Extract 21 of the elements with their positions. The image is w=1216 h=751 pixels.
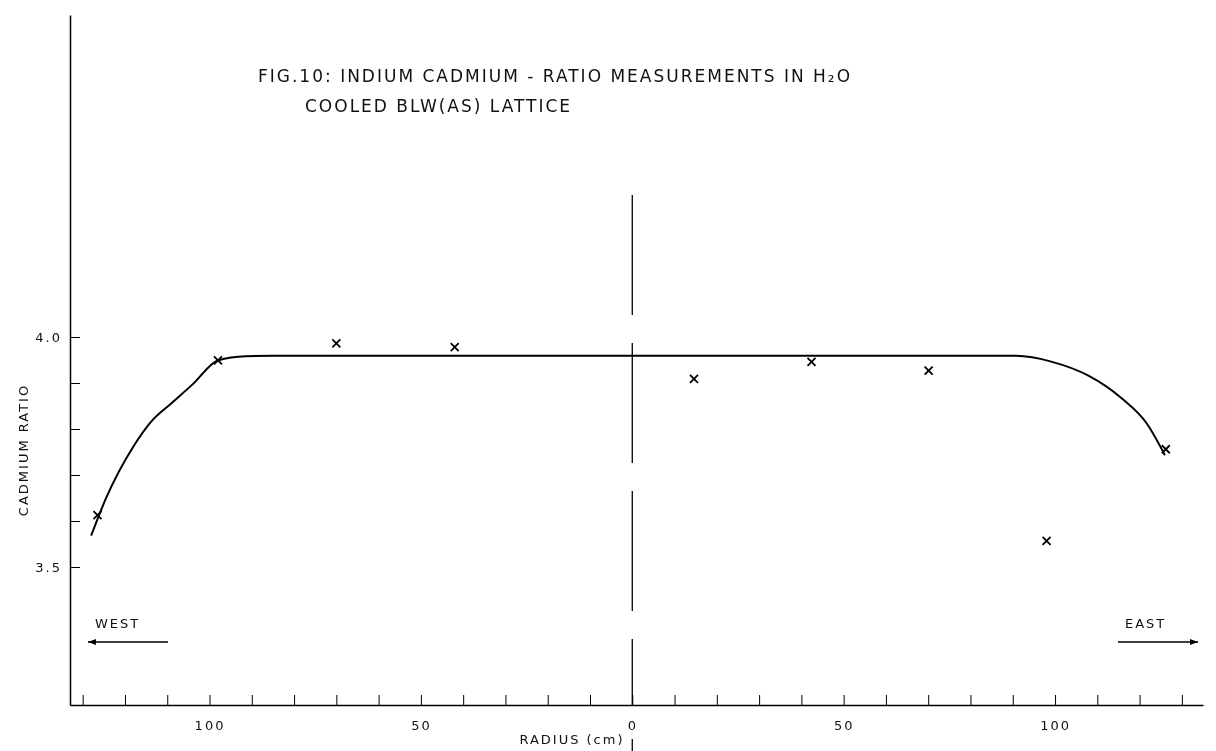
annotation: EAST [1125, 616, 1167, 631]
x-tick-label: 50 [833, 718, 855, 734]
point [213, 355, 223, 366]
y-tick-label: 3.5 [35, 559, 62, 575]
point [449, 342, 460, 353]
point [689, 373, 699, 384]
point [1160, 444, 1171, 455]
point [331, 338, 342, 349]
point [1041, 535, 1052, 546]
x-tick-label: 0 [627, 718, 638, 734]
y-tick-label: 4.0 [35, 329, 62, 345]
point [923, 365, 934, 376]
point [806, 356, 817, 367]
x-tick-label: 100 [1040, 718, 1071, 734]
x-tick-label: 50 [411, 718, 432, 734]
y-axis-title: CADMIUM RATIO [16, 383, 31, 517]
text: FIG.10: INDIUM CADMIUM - RATIO MEASUREMENTS IN H₂O COOLED BLW(AS) LATTICE [258, 66, 853, 116]
point [92, 510, 103, 520]
x-axis-title: RADIUS (cm) [519, 732, 625, 747]
x-tick-label: 100 [194, 718, 226, 734]
annotation: WEST [95, 616, 141, 631]
